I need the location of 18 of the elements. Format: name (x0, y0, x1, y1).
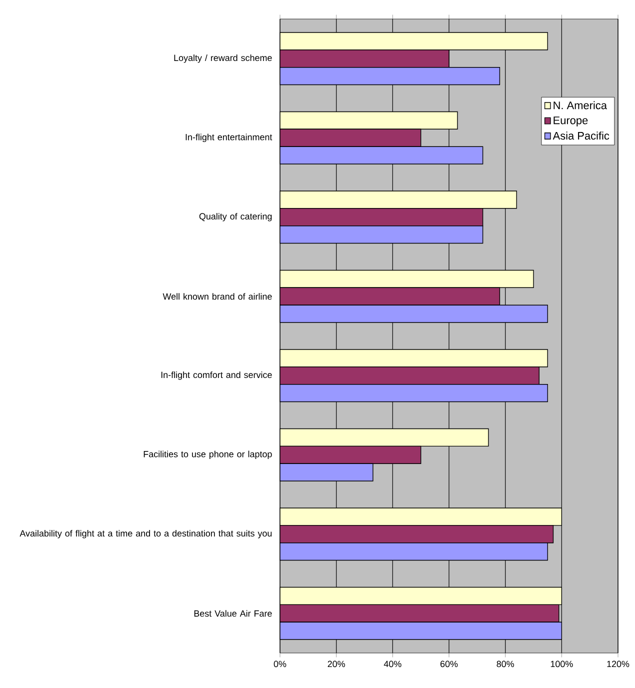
y-tick-label: In-flight comfort and service (161, 371, 272, 380)
y-tick-label: Well known brand of airline (162, 293, 272, 300)
x-tick-label: 100% (550, 660, 573, 668)
x-tick-label: 20% (328, 660, 345, 668)
y-tick-label: Availability of flight at a time and to a destination that suits you (20, 530, 272, 538)
x-tick-label: 80% (496, 660, 514, 668)
legend-label: Asia Pacific (552, 132, 610, 140)
y-tick-label: Loyalty / reward scheme (174, 54, 272, 63)
y-tick-label: Best Value Air Fare (194, 610, 272, 617)
y-tick-label: Quality of catering (199, 212, 272, 222)
x-tick-label: 0% (274, 660, 286, 668)
y-tick-label: Facilities to use phone or laptop (144, 450, 272, 460)
legend-label: Europe (554, 116, 588, 126)
x-tick-label: 60% (440, 660, 458, 668)
legend-label: N. America (554, 101, 607, 110)
x-tick-label: 40% (384, 660, 402, 668)
x-tick-label: 120% (607, 660, 630, 668)
y-tick-label: In-flight entertainment (186, 134, 272, 142)
